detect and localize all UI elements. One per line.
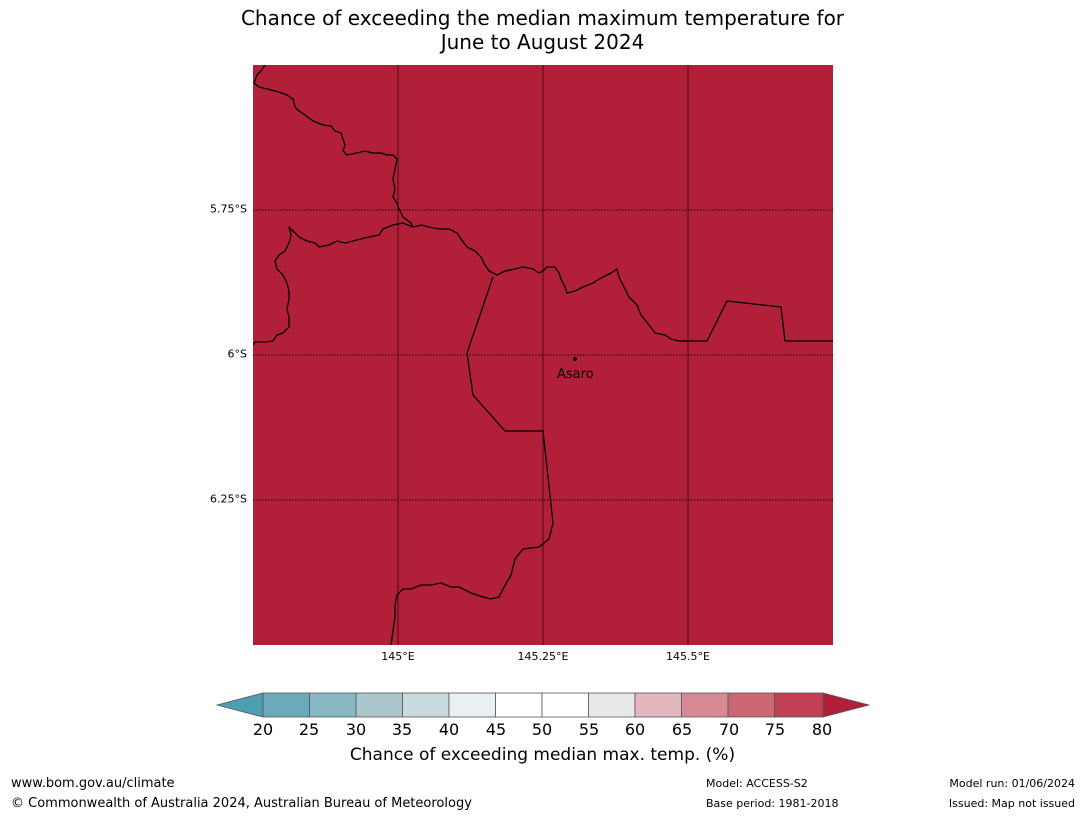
- parallels: [253, 209, 833, 501]
- colorbar-tick-35: 35: [391, 720, 413, 739]
- colorbar-segment-30-35: [355, 692, 403, 718]
- asaro-marker: [573, 357, 577, 361]
- colorbar-arrow-low: [215, 692, 264, 718]
- colorbar-tick-50: 50: [531, 720, 553, 739]
- lat-label-6-25: 6.25°S: [210, 492, 247, 506]
- colorbar-tick-45: 45: [485, 720, 507, 739]
- title-line-2: June to August 2024: [440, 30, 645, 54]
- colorbar-tick-70: 70: [718, 720, 740, 739]
- boundary-central: [253, 222, 414, 346]
- footer-base-period: Base period: 1981-2018: [706, 797, 839, 810]
- lon-label-145: 145°E: [381, 650, 415, 663]
- colorbar-segment-20-25: [262, 692, 310, 718]
- colorbar-segment-55-60: [588, 692, 636, 718]
- colorbar-segment-35-40: [402, 692, 450, 718]
- footer-copyright: © Commonwealth of Australia 2024, Austra…: [11, 796, 472, 811]
- colorbar-segment-70-75: [727, 692, 775, 718]
- colorbar-arrow-high: [822, 692, 871, 718]
- map-title: Chance of exceeding the median maximum t…: [0, 6, 1085, 54]
- colorbar-tick-25: 25: [298, 720, 320, 739]
- colorbar-tick-20: 20: [252, 720, 274, 739]
- footer-model: Model: ACCESS-S2: [706, 777, 808, 790]
- lat-label-6: 6°S: [227, 347, 247, 361]
- colorbar-tick-80: 80: [811, 720, 833, 739]
- colorbar-tick-65: 65: [671, 720, 693, 739]
- title-line-1: Chance of exceeding the median maximum t…: [240, 6, 845, 30]
- colorbar-segment-75-80: [774, 692, 824, 718]
- lat-label-5-75: 5.75°S: [210, 202, 247, 216]
- footer-model-run: Model run: 01/06/2024: [949, 777, 1075, 790]
- colorbar-segment-60-65: [634, 692, 682, 718]
- forecast-map: Asaro: [253, 65, 833, 645]
- colorbar-label: Chance of exceeding median max. temp. (%…: [349, 745, 736, 765]
- boundary-south: [390, 276, 554, 645]
- colorbar-segment-50-55: [541, 692, 589, 718]
- colorbar-tick-40: 40: [438, 720, 460, 739]
- place-label-asaro: Asaro: [557, 367, 594, 382]
- boundary-northwest: [253, 65, 414, 228]
- colorbar-tick-75: 75: [764, 720, 786, 739]
- colorbar-tick-60: 60: [624, 720, 646, 739]
- colorbar-tick-30: 30: [345, 720, 367, 739]
- lon-label-145-25: 145.25°E: [517, 650, 569, 663]
- footer-issued: Issued: Map not issued: [948, 797, 1075, 810]
- colorbar-segment-65-70: [681, 692, 729, 718]
- colorbar-segment-45-50: [495, 692, 543, 718]
- footer-url: www.bom.gov.au/climate: [11, 776, 175, 791]
- colorbar-segment-25-30: [309, 692, 357, 718]
- colorbar-tick-55: 55: [578, 720, 600, 739]
- province-boundaries: [253, 65, 833, 645]
- boundary-east: [412, 224, 833, 342]
- colorbar: [215, 692, 871, 718]
- colorbar-segment-40-45: [448, 692, 496, 718]
- lon-label-145-5: 145.5°E: [666, 650, 710, 663]
